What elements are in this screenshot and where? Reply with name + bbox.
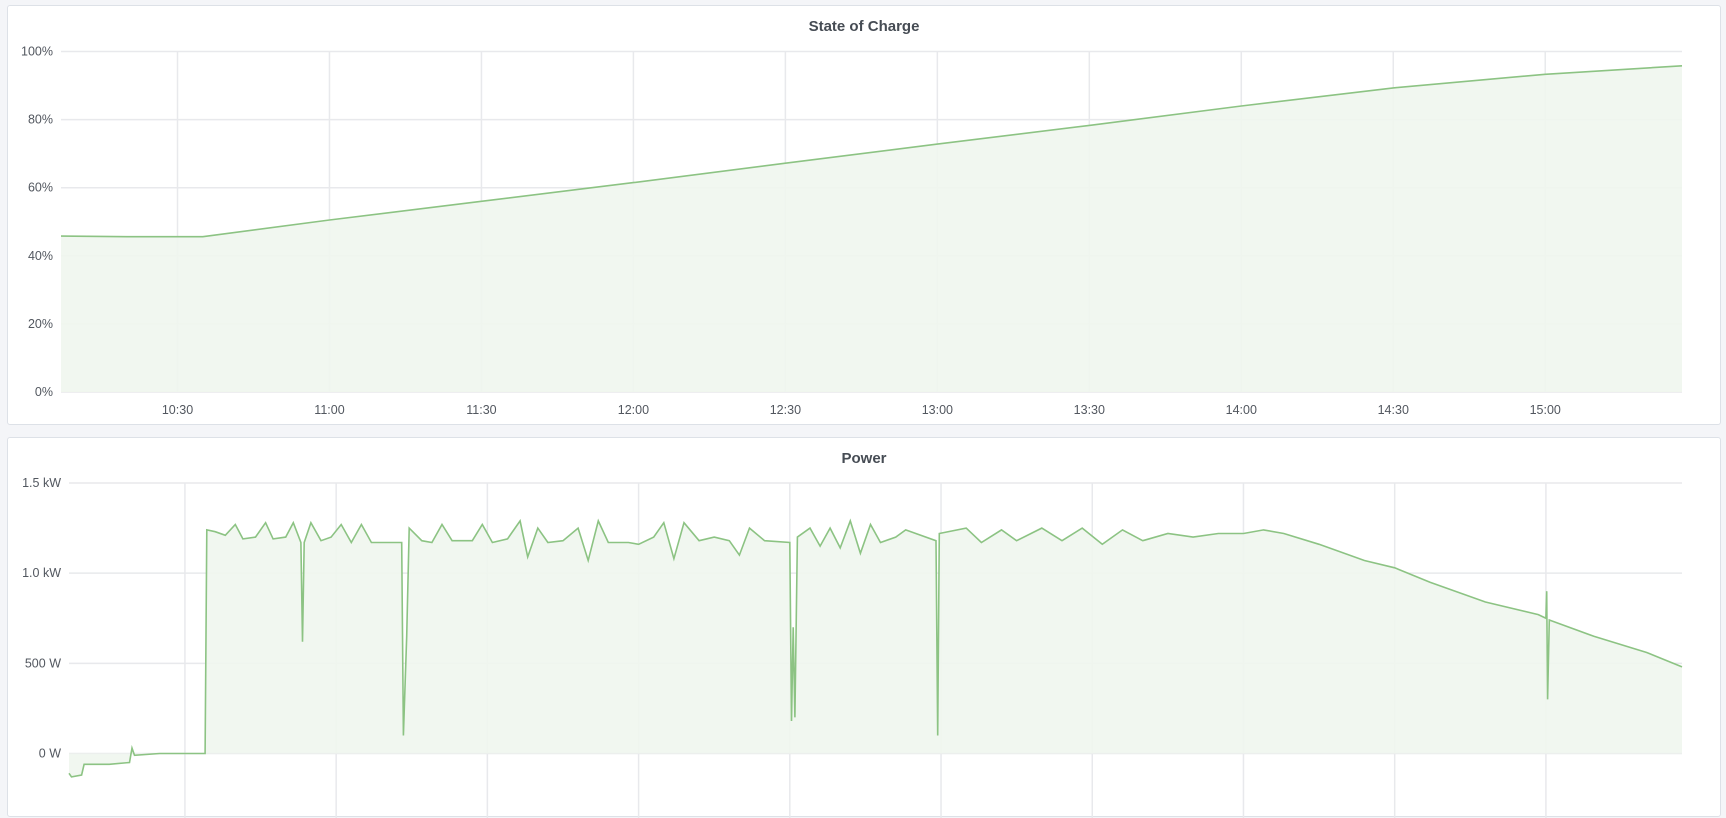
x-tick-label: 11:00	[314, 403, 344, 417]
x-tick-label: 12:30	[770, 403, 801, 417]
y-tick-label: 80%	[28, 113, 53, 127]
y-tick-label: 0%	[35, 385, 53, 399]
series-line	[60, 65, 1683, 238]
x-tick-label: 10:30	[162, 403, 193, 417]
x-tick-label: 13:30	[1074, 403, 1105, 417]
series-area	[61, 65, 1682, 393]
y-tick-label: 60%	[28, 181, 53, 195]
y-tick-label: 40%	[28, 249, 53, 263]
series-line	[68, 518, 1683, 778]
power-panel: Power 0 W 500 W 1.0 kW 1.5 kW	[7, 437, 1721, 818]
power-chart: 0 W 500 W 1.0 kW 1.5 kW	[22, 476, 1683, 818]
x-tick-label: 11:30	[466, 403, 496, 417]
x-tick-label: 14:00	[1226, 403, 1257, 417]
series-area	[69, 520, 1682, 777]
x-tick-label: 15:00	[1530, 403, 1561, 417]
y-tick-label: 1.5 kW	[22, 476, 61, 490]
y-tick-label: 500 W	[25, 656, 61, 670]
panel-title[interactable]: Power	[841, 450, 887, 467]
y-tick-label: 100%	[21, 45, 53, 59]
y-tick-label: 20%	[28, 317, 53, 331]
state-of-charge-panel: State of Charge 0% 20% 40% 60% 80% 100% 10:30 1…	[7, 5, 1721, 425]
state-of-charge-chart: 0% 20% 40% 60% 80% 100% 10:30 11:00 11:30 12:00 12…	[21, 45, 1683, 417]
x-tick-label: 12:00	[618, 403, 649, 417]
y-tick-label: 0 W	[39, 746, 61, 760]
y-tick-label: 1.0 kW	[22, 566, 61, 580]
x-tick-label: 13:00	[922, 403, 953, 417]
x-tick-label: 14:30	[1378, 403, 1409, 417]
panel-title[interactable]: State of Charge	[808, 18, 920, 35]
